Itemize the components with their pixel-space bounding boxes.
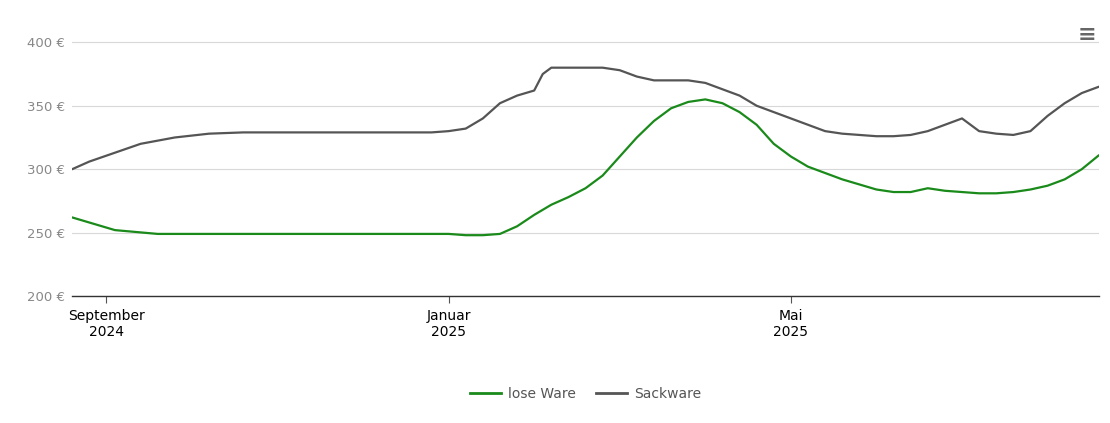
Legend: lose Ware, Sackware: lose Ware, Sackware xyxy=(465,381,706,407)
Text: ≡: ≡ xyxy=(1078,25,1097,45)
